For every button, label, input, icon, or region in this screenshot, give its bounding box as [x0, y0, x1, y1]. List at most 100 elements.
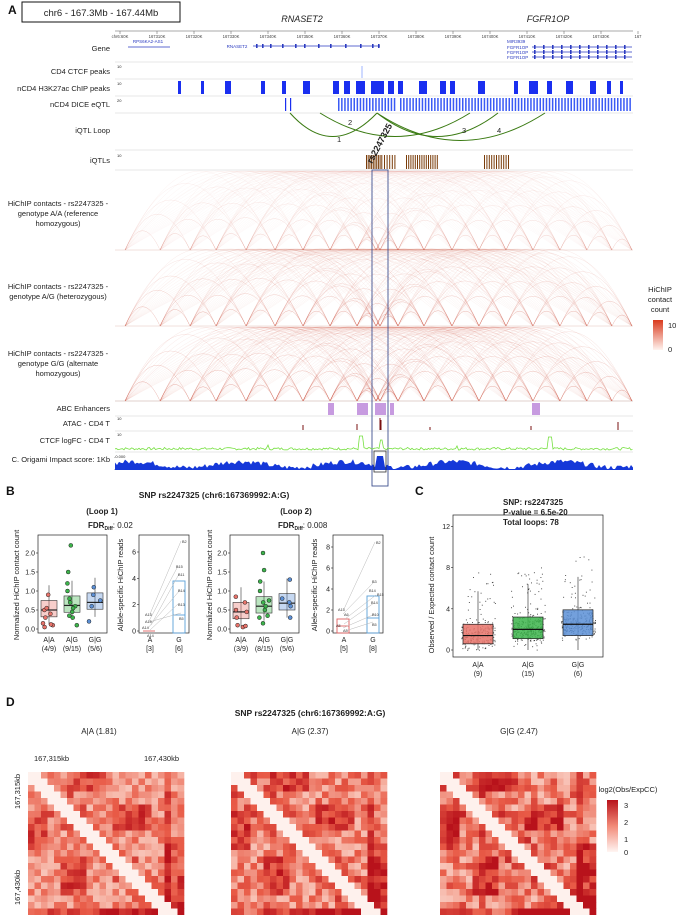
heatmap-cell [328, 785, 336, 792]
heatmap-cell [472, 791, 480, 799]
heatmap-cell [283, 902, 290, 909]
jitter-point [524, 645, 526, 646]
loop-arc-1 [289, 112, 378, 137]
eqtl-bar [393, 98, 396, 111]
heatmap-cell [367, 778, 375, 786]
jitter-point [574, 585, 576, 587]
jitter-point [541, 567, 542, 569]
heatmap-cell [283, 908, 290, 915]
heatmap-cell [466, 824, 473, 831]
hichip-arc [215, 248, 633, 327]
gene-models: RPS6KA2-AS1 RNASET2 MIR3939 FGFR1OP FGFR… [128, 39, 632, 60]
hichip-aa-line-2: genotype A/A (reference [18, 209, 98, 218]
heatmap-cell [99, 811, 107, 818]
heatmap-cell [361, 778, 368, 786]
heatmap-cell [380, 876, 388, 883]
heatmap-cell [354, 902, 362, 909]
hichip-arc [302, 248, 507, 327]
h3k27ac-peak [607, 81, 611, 94]
heatmap-cell [453, 902, 460, 909]
panel-b-title: SNP rs2247325 (chr6:167369992:A:G) [139, 490, 290, 500]
heatmap-cell [485, 895, 493, 903]
heatmap-cell [511, 798, 519, 805]
heatmap-cell [380, 785, 388, 792]
heatmap-cell [86, 889, 94, 896]
heatmap-cell [112, 856, 120, 864]
hichip-arc [451, 170, 613, 251]
heatmap-cell [459, 843, 467, 851]
heatmap-cell [125, 869, 133, 877]
heatmap-cell [472, 824, 480, 831]
jitter-point [478, 649, 480, 651]
heatmap-cell [531, 791, 538, 799]
heatmap-cell [263, 895, 271, 903]
heatmap-cell [466, 817, 473, 825]
eqtl-bar [369, 98, 371, 111]
heatmap-cell [270, 811, 277, 818]
heatmap-cell [511, 863, 519, 870]
heatmap-cell [231, 824, 238, 831]
heatmap-cell [361, 824, 368, 831]
heatmap-cell [112, 843, 120, 851]
heatmap-cell [73, 798, 81, 805]
heatmap-cell [505, 798, 512, 805]
heatmap-cell [119, 869, 126, 877]
heatmap-cell [257, 863, 264, 870]
jitter-point [574, 592, 576, 594]
heatmap-cell [67, 895, 74, 903]
heatmap-cell [250, 791, 258, 799]
heatmap-cell [576, 889, 584, 896]
hichip-arc [274, 170, 613, 251]
point [263, 603, 268, 609]
hichip-arc [159, 248, 358, 327]
heatmap-cell [138, 895, 146, 903]
heatmap-cell [86, 824, 94, 831]
hichip-arc [124, 248, 633, 327]
heatmap-cell [289, 856, 297, 864]
hichip-arc [245, 170, 588, 251]
heatmap-cell [270, 778, 277, 786]
heatmap-cell [479, 785, 486, 792]
jitter-point [511, 627, 513, 629]
jitter-point [536, 639, 538, 641]
heatmap-cell [485, 908, 493, 915]
heatmap-cell [158, 772, 165, 779]
heatmap-cell [151, 856, 159, 864]
hichip-arc [375, 248, 561, 327]
heatmap-cell [257, 869, 264, 877]
heatmap-cell [498, 850, 506, 857]
heatmap-cell [576, 895, 584, 903]
heatmap-cell [250, 772, 258, 779]
heatmap-cell [47, 824, 55, 831]
heatmap-cell [440, 863, 447, 870]
heatmap-cell [250, 869, 258, 877]
eqtl-bar [589, 98, 591, 111]
heatmap-cell [367, 824, 375, 831]
heatmap-cell [112, 850, 120, 857]
jitter-point [535, 643, 537, 645]
track-label-h3k27ac: nCD4 H3K27ac ChIP peaks [17, 84, 110, 93]
heatmap-cell [231, 889, 238, 896]
heatmap-cell [576, 863, 584, 870]
heatmap-cell [589, 908, 597, 915]
heatmap-cell [171, 850, 178, 857]
heatmap-cell [479, 882, 486, 890]
loop2-fdr: FDRDiff: 0.008 [278, 521, 328, 532]
heatmap-cell [302, 772, 310, 779]
heatmap-cell [354, 843, 362, 851]
heatmap-cell [550, 772, 558, 779]
jitter-point [535, 608, 537, 610]
heatmap-cell [151, 895, 159, 903]
log2-legend-3: 3 [624, 801, 628, 810]
hichip-arc [423, 326, 633, 402]
heatmap-cell [41, 824, 48, 831]
heatmap-cell [511, 843, 519, 851]
heatmap-cell [250, 908, 258, 915]
heatmap-cell [125, 772, 133, 779]
hichip-arc [451, 234, 480, 251]
heatmap-cell [544, 830, 551, 838]
panel-c-frame [452, 514, 604, 658]
hichip-arc [329, 310, 358, 327]
gene-rnaset2-top: RNASET2 [281, 14, 323, 24]
heatmap-cell [466, 908, 473, 915]
